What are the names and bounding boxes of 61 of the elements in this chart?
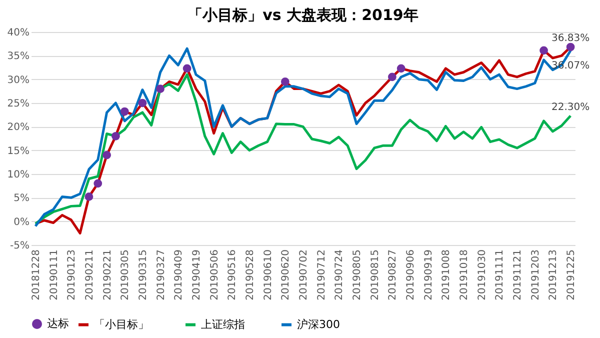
x-tick-label: 20190919 xyxy=(423,250,434,300)
x-tick-label: 20190221 xyxy=(102,250,114,300)
point xyxy=(120,107,129,116)
y-tick-label: -5% xyxy=(10,240,30,252)
x-tick-label: 20190211 xyxy=(84,250,96,300)
x-tick-label: 20190610 xyxy=(262,250,274,300)
x-tick-label: 20190327 xyxy=(156,250,167,300)
chart-title: 「小目标」vs 大盘表现：2019年 xyxy=(188,6,418,24)
x-tick-label: 20191121 xyxy=(512,250,524,300)
point xyxy=(280,78,290,86)
legend-label: 达标 xyxy=(47,317,69,330)
x-tick-label: 20190827 xyxy=(388,250,399,300)
x-tick-label: 20190111 xyxy=(48,250,60,300)
x-tick-label: 20190506 xyxy=(209,250,220,300)
x-tick-label: 20190724 xyxy=(334,250,346,300)
x-tick-label: 20190409 xyxy=(174,250,185,300)
data-label: 36.83% xyxy=(551,33,590,44)
point xyxy=(84,192,94,201)
y-tick-label: 15% xyxy=(7,146,30,157)
x-tick-label: 20190805 xyxy=(352,250,364,300)
x-tick-label: 20190419 xyxy=(191,250,202,300)
point xyxy=(156,84,164,93)
data-label: 22.30% xyxy=(551,102,590,113)
y-tick-label: 40% xyxy=(7,28,30,38)
x-tick-label: 20191203 xyxy=(530,250,542,300)
x-tick-label: 20190906 xyxy=(406,250,417,300)
legend-label: 沪深300 xyxy=(297,318,340,331)
point xyxy=(396,64,406,73)
y-tick-label: 5% xyxy=(14,193,30,204)
x-tick-label: 20191008 xyxy=(441,250,452,300)
point xyxy=(112,132,120,140)
x-tick-label: 20190315 xyxy=(138,250,149,300)
x-tick-label: 20190123 xyxy=(66,250,78,300)
y-tick-label: 10% xyxy=(7,170,30,180)
x-tick-label: 20181228 xyxy=(30,250,42,300)
x-tick-label: 20191213 xyxy=(548,250,560,300)
point xyxy=(566,42,575,52)
x-tick-label: 20190712 xyxy=(316,250,328,300)
point xyxy=(102,150,111,160)
x-tick-label: 20190528 xyxy=(244,250,256,300)
x-tick-label: 20191225 xyxy=(566,250,578,300)
x-tick-label: 20190620 xyxy=(280,250,292,300)
y-tick-label: 0% xyxy=(14,216,30,228)
x-tick-label: 20190815 xyxy=(370,250,381,300)
point xyxy=(138,98,147,108)
y-tick-label: 25% xyxy=(7,98,30,110)
legend-label: 「小目标」 xyxy=(94,318,149,331)
x-tick-label: 20191030 xyxy=(476,250,488,300)
x-tick-label: 20191018 xyxy=(459,250,470,300)
legend-label: 上证综指 xyxy=(201,318,245,331)
y-tick-label: 35% xyxy=(7,51,30,62)
point xyxy=(182,64,192,73)
point xyxy=(388,72,396,82)
y-tick-label: 30% xyxy=(7,74,30,86)
x-tick-label: 20190516 xyxy=(227,250,238,300)
point xyxy=(94,179,102,188)
x-tick-label: 20191111 xyxy=(494,250,506,300)
x-tick-label: 20190702 xyxy=(298,250,310,300)
point xyxy=(540,46,548,55)
y-tick-label: 20% xyxy=(7,122,30,134)
x-tick-label: 20190305 xyxy=(120,250,132,300)
